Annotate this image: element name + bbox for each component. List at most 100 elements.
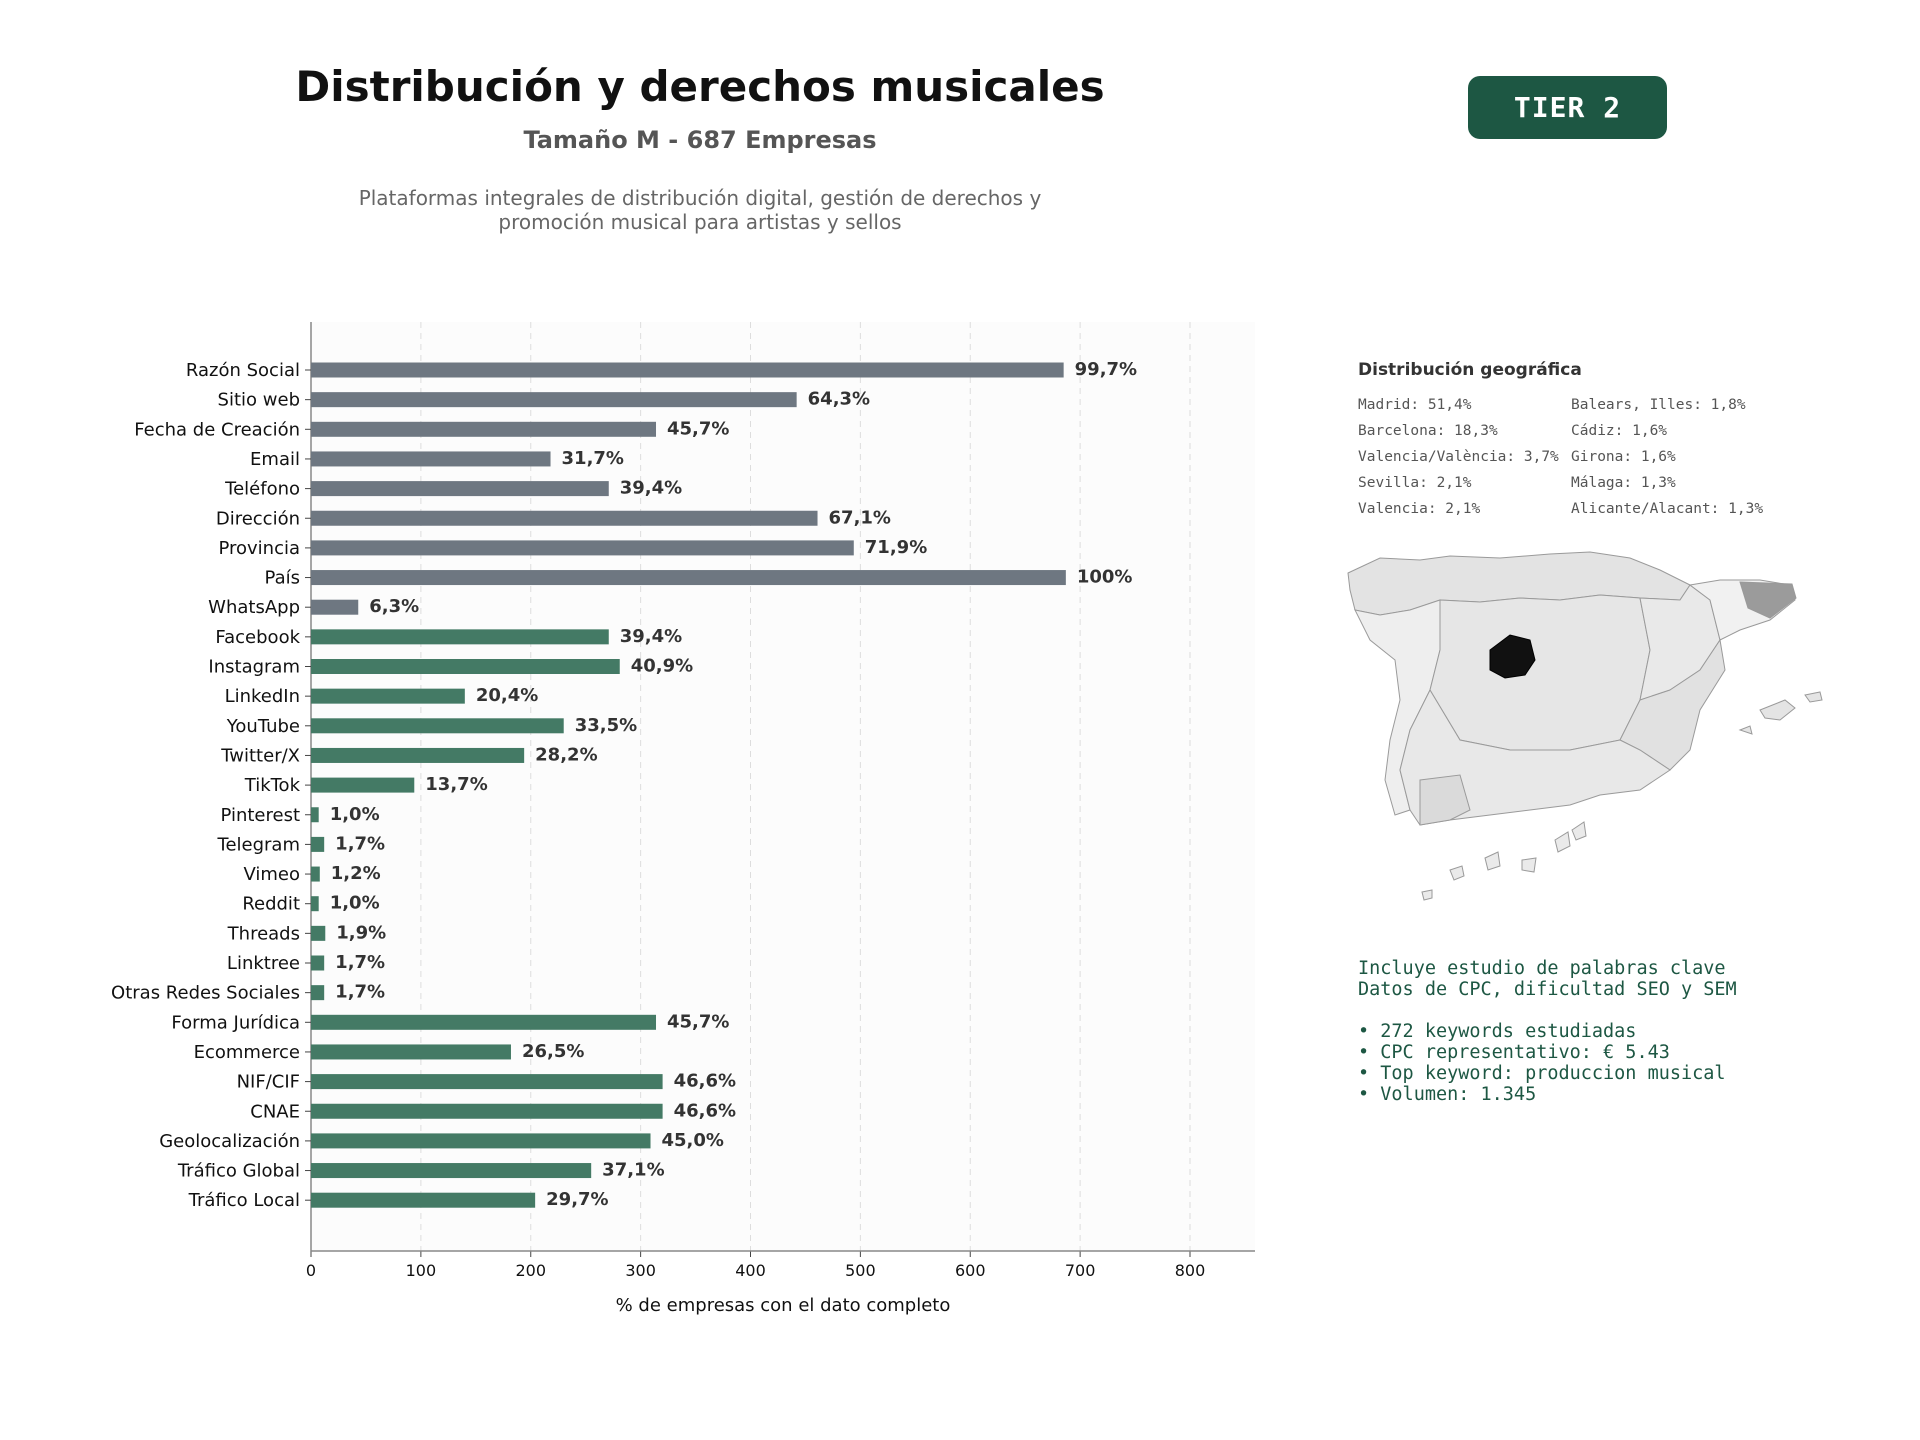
value-label: 45,0% [662,1130,724,1151]
category-label: Pinterest [220,805,300,826]
category-label: Twitter/X [220,745,300,766]
bar [311,599,359,615]
map-girona [1739,581,1797,619]
bar [311,1074,663,1090]
map-balearics [1738,691,1823,735]
category-label: Otras Redes Sociales [111,983,300,1004]
bar [311,1133,651,1149]
x-axis-label: % de empresas con el dato completo [616,1295,951,1316]
bar [311,688,465,704]
geo-item: Balears, Illes: 1,8% [1571,397,1746,413]
value-label: 29,7% [546,1189,608,1210]
page-subtitle: Tamaño M - 687 Empresas [523,126,877,154]
bar [311,807,319,823]
category-label: WhatsApp [208,597,300,618]
geo-item: Girona: 1,6% [1571,449,1676,465]
geo-item: Barcelona: 18,3% [1358,423,1498,439]
x-tick-label: 600 [955,1261,986,1280]
bar [311,718,564,734]
value-label: 71,9% [865,537,927,558]
value-label: 45,7% [667,1011,729,1032]
category-label: Tráfico Local [188,1190,300,1211]
bar [311,570,1066,586]
value-label: 1,9% [336,922,386,943]
bar [311,451,551,467]
description-line: Plataformas integrales de distribución d… [358,186,1042,210]
category-label: CNAE [250,1101,300,1122]
category-label: Forma Jurídica [171,1012,300,1033]
spain-map [1347,551,1823,901]
bar [311,540,854,556]
category-label: TikTok [244,775,301,796]
geo-item: Valencia/València: 3,7% [1358,449,1559,465]
map-south-west [1419,774,1471,826]
category-label: Teléfono [224,479,300,500]
map-valencia [1619,638,1726,771]
value-label: 46,6% [674,1100,736,1121]
bar [311,1103,663,1119]
x-tick-label: 700 [1065,1261,1096,1280]
category-label: Instagram [208,657,300,678]
value-label: 39,4% [620,478,682,499]
category-label: Threads [227,923,300,944]
value-label: 99,7% [1075,359,1137,380]
category-label: Razón Social [186,360,300,381]
bar [311,836,325,852]
value-label: 33,5% [575,715,637,736]
bar [311,629,609,645]
geo-item: Sevilla: 2,1% [1358,475,1472,491]
bar [311,925,326,941]
tier-badge: TIER 2 [1468,76,1667,139]
geo-item: Málaga: 1,3% [1571,475,1676,491]
value-label: 45,7% [667,418,729,439]
keywords-block: Incluye estudio de palabras clave Datos … [1358,958,1737,1105]
keywords-bullet: • Volumen: 1.345 [1358,1084,1537,1105]
category-label: Provincia [218,538,300,559]
geo-item: Cádiz: 1,6% [1571,423,1668,439]
category-label: Reddit [242,894,300,915]
geo-item: Alicante/Alacant: 1,3% [1571,501,1764,517]
value-label: 64,3% [808,389,870,410]
category-label: Vimeo [243,864,300,885]
keywords-bullet: • CPC representativo: € 5.43 [1358,1042,1670,1063]
x-tick-label: 0 [306,1261,316,1280]
plot-area [311,322,1255,1251]
bar [311,510,818,526]
map-central [1429,594,1651,751]
page-title: Distribución y derechos musicales [295,62,1105,111]
bar [311,1044,511,1060]
map-madrid [1489,634,1536,679]
bar [311,659,620,674]
bar [311,1192,536,1208]
category-label: Tráfico Global [177,1161,300,1182]
bar [311,747,525,763]
category-label: NIF/CIF [237,1072,300,1093]
value-label: 13,7% [425,774,487,795]
value-label: 1,2% [331,863,381,884]
bar [311,866,320,882]
geo-item: Madrid: 51,4% [1358,397,1472,413]
map-canaries [1421,821,1587,901]
bar [311,362,1064,378]
category-label: Geolocalización [159,1131,300,1152]
x-tick-label: 400 [735,1261,766,1280]
category-label: Facebook [215,627,300,648]
value-label: 67,1% [829,507,891,528]
value-label: 28,2% [535,744,597,765]
category-label: LinkedIn [225,686,300,707]
value-label: 1,7% [335,833,385,854]
value-label: 1,7% [335,952,385,973]
value-label: 6,3% [369,596,419,617]
keywords-bullet: • 272 keywords estudiadas [1358,1021,1637,1042]
category-label: YouTube [226,716,300,737]
bar [311,392,797,408]
geo-item: Valencia: 2,1% [1358,501,1481,517]
geo-title: Distribución geográfica [1358,360,1582,380]
category-label: Email [250,449,300,470]
value-label: 39,4% [620,626,682,647]
value-label: 46,6% [674,1071,736,1092]
category-label: País [265,568,300,589]
x-tick-label: 200 [515,1261,546,1280]
keywords-line: Datos de CPC, dificultad SEO y SEM [1358,979,1737,1000]
